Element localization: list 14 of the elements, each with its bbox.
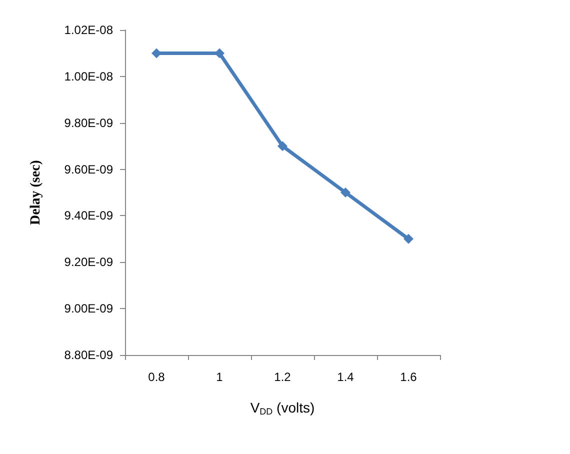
y-axis-title: Delay (sec) (28, 160, 44, 225)
x-tick-label: 1 (216, 370, 224, 384)
y-tick-label: 9.60E-09 (64, 162, 114, 176)
y-tick-label: 1.00E-08 (64, 69, 114, 84)
y-tick-label: 8.80E-09 (64, 348, 114, 362)
y-tick-label: 9.20E-09 (64, 255, 114, 270)
y-tick-label: 1.02E-08 (64, 23, 114, 37)
x-tick-label: 0.8 (148, 370, 166, 384)
x-tick-label: 1.6 (400, 370, 418, 384)
y-tick-label: 9.40E-09 (64, 208, 114, 223)
y-tick-label: 9.80E-09 (64, 116, 114, 130)
y-tick-label: 9.00E-09 (64, 302, 114, 316)
x-tick-label: 1.2 (274, 370, 292, 384)
x-tick-label: 1.4 (337, 370, 354, 384)
